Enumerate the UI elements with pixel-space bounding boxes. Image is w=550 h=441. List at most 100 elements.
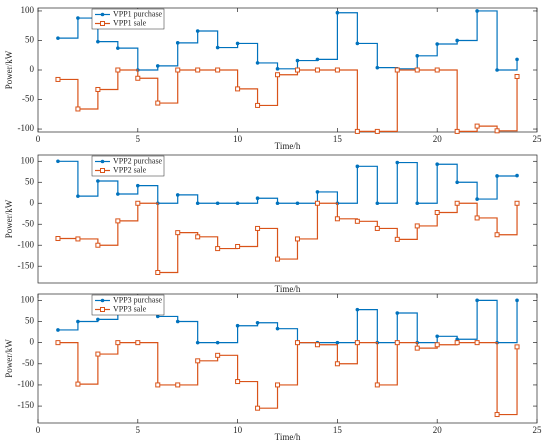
marker xyxy=(155,314,160,319)
marker xyxy=(454,200,460,206)
marker xyxy=(275,382,281,388)
marker xyxy=(454,128,460,134)
marker xyxy=(136,183,140,188)
marker xyxy=(354,340,360,346)
marker xyxy=(435,334,440,339)
marker xyxy=(475,197,479,201)
x-tick-label: 5 xyxy=(136,425,141,435)
y-tick-label: -100 xyxy=(18,123,35,133)
marker xyxy=(175,41,180,45)
y-tick-label: -50 xyxy=(22,94,34,104)
marker xyxy=(434,342,440,348)
marker xyxy=(55,236,61,242)
marker xyxy=(56,159,60,164)
marker xyxy=(56,328,60,332)
marker xyxy=(354,218,360,224)
y-axis-label: Power/kW xyxy=(4,50,14,89)
y-tick-label: -150 xyxy=(18,260,35,270)
marker xyxy=(55,340,61,346)
marker xyxy=(175,230,181,236)
marker xyxy=(474,215,480,221)
marker xyxy=(235,323,240,328)
marker xyxy=(415,201,420,206)
marker xyxy=(294,67,300,73)
marker xyxy=(76,194,80,198)
y-tick-label: 100 xyxy=(21,294,35,304)
marker xyxy=(335,10,340,15)
y-tick-label: 0 xyxy=(30,337,35,347)
x-tick-label: 20 xyxy=(433,134,443,144)
y-tick-label: 100 xyxy=(21,155,35,165)
marker xyxy=(275,67,280,71)
marker xyxy=(75,236,81,242)
step-line xyxy=(57,202,518,274)
marker xyxy=(116,46,120,50)
marker xyxy=(115,67,121,73)
marker xyxy=(434,209,440,215)
x-tick-label: 10 xyxy=(233,425,243,435)
x-axis-label: Time/h xyxy=(275,284,301,294)
y-axis-label: Power/kW xyxy=(4,199,14,238)
marker xyxy=(235,201,240,206)
legend-marker xyxy=(100,159,105,164)
y-axis-label: Power/kW xyxy=(4,339,14,378)
plot-area xyxy=(37,293,538,424)
x-tick-label: 25 xyxy=(533,425,543,435)
y-tick-label: 0 xyxy=(30,64,35,74)
marker xyxy=(394,67,400,73)
marker xyxy=(195,29,200,33)
legend-label: VPP2 purchase xyxy=(113,156,163,165)
legend-label: VPP3 purchase xyxy=(113,295,163,304)
marker xyxy=(195,234,201,240)
marker xyxy=(195,340,200,345)
marker xyxy=(434,67,440,73)
marker xyxy=(195,67,201,73)
marker xyxy=(255,196,260,201)
x-tick-label: 10 xyxy=(233,134,243,144)
marker xyxy=(375,65,380,70)
marker xyxy=(275,256,281,262)
marker xyxy=(495,68,499,72)
marker xyxy=(335,340,340,345)
marker xyxy=(494,232,500,238)
marker xyxy=(135,200,141,206)
marker xyxy=(76,319,80,324)
y-tick-label: 0 xyxy=(30,197,35,207)
marker xyxy=(255,405,261,411)
marker xyxy=(155,64,160,68)
panel: -150 -100 -50 0 50 100 0 5 10 15 20 25 Time/h Power/k… xyxy=(4,293,543,441)
marker xyxy=(75,106,81,112)
marker xyxy=(56,36,60,40)
marker xyxy=(275,72,281,78)
marker xyxy=(195,201,200,206)
marker xyxy=(195,358,201,364)
legend-marker xyxy=(100,298,105,303)
marker xyxy=(175,67,181,73)
panel: -100 -50 0 50 100 0 5 10 15 20 25 Time/h Power/kW VPP… xyxy=(4,5,542,151)
marker xyxy=(96,179,100,183)
marker xyxy=(455,38,459,43)
marker xyxy=(255,61,260,65)
marker xyxy=(96,317,100,322)
marker xyxy=(155,100,161,106)
marker xyxy=(235,41,240,46)
marker xyxy=(96,39,100,44)
marker xyxy=(155,382,161,388)
marker xyxy=(375,201,380,206)
y-tick-label: 50 xyxy=(25,176,35,186)
plot-area xyxy=(37,154,538,284)
marker xyxy=(295,58,300,63)
y-tick-label: 50 xyxy=(25,316,35,326)
marker xyxy=(115,340,121,346)
marker xyxy=(215,201,220,206)
marker xyxy=(415,54,420,58)
legend-label: VPP1 purchase xyxy=(113,9,163,18)
marker xyxy=(355,307,360,312)
marker xyxy=(414,67,420,73)
x-tick-label: 15 xyxy=(333,425,343,435)
marker xyxy=(494,128,500,134)
y-tick-label: -100 xyxy=(18,239,35,249)
